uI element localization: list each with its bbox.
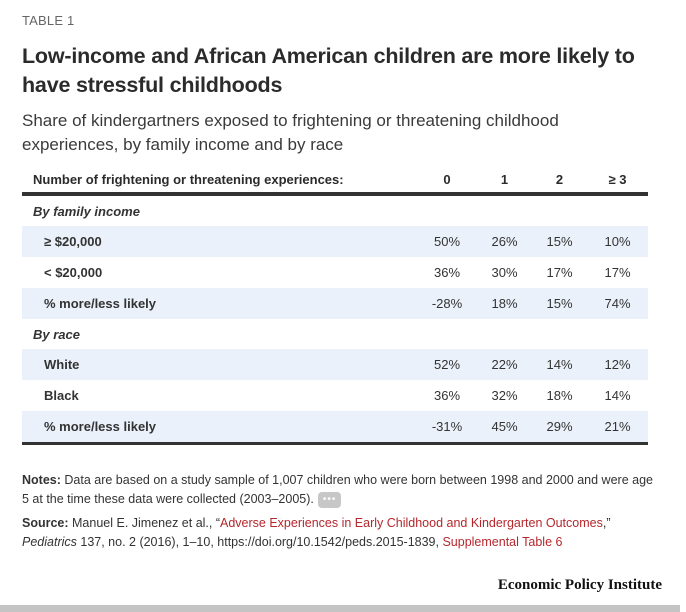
section-row-race: By race — [22, 319, 648, 349]
cell: 21% — [587, 411, 648, 445]
cell: -28% — [417, 288, 477, 319]
cell: 36% — [433, 388, 461, 403]
column-header: 1 — [477, 166, 532, 196]
notes-text: Data are based on a study sample of 1,00… — [22, 473, 653, 506]
row-label: % more/less likely — [22, 288, 417, 319]
article-link[interactable]: Adverse Experiences in Early Childhood a… — [220, 516, 603, 530]
journal-name: Pediatrics — [22, 535, 77, 549]
bottom-divider — [0, 605, 680, 612]
table-row: % more/less likely -31% 45% 29% 21% — [22, 411, 648, 445]
cell: 12% — [587, 349, 648, 380]
cell: 29% — [532, 411, 587, 445]
section-row-income: By family income — [22, 194, 648, 226]
cell: 22% — [477, 349, 532, 380]
data-table: Number of frightening or threatening exp… — [22, 166, 648, 445]
cell: 45% — [477, 411, 532, 445]
cell: 32% — [491, 388, 518, 403]
supplement-link[interactable]: Supplemental Table 6 — [442, 535, 563, 549]
cell: 14% — [604, 388, 631, 403]
brand-logo: Economic Policy Institute — [497, 577, 662, 593]
cell: 18% — [477, 288, 532, 319]
source-authors: Manuel E. Jimenez et al., “ — [68, 516, 220, 530]
cell: 18% — [546, 388, 573, 403]
table-row: Black 36% 32% 18% 14% — [22, 380, 648, 411]
page-title: Low-income and African American children… — [22, 44, 635, 97]
section-title: By family income — [33, 203, 140, 219]
cell: 74% — [587, 288, 648, 319]
table-row: % more/less likely -28% 18% 15% 74% — [22, 288, 648, 319]
cell: 17% — [546, 265, 573, 280]
cell: 50% — [417, 226, 477, 257]
section-title: By race — [33, 326, 80, 342]
column-header: ≥ 3 — [587, 166, 648, 196]
row-label: White — [22, 349, 417, 380]
more-notes-button[interactable]: ••• — [317, 491, 342, 508]
cell: 30% — [491, 265, 518, 280]
source: Source: Manuel E. Jimenez et al., “Adver… — [22, 514, 662, 552]
row-label: < $20,000 — [44, 265, 103, 280]
notes-label: Notes: — [22, 473, 61, 487]
header-label: Number of frightening or threatening exp… — [22, 166, 417, 196]
row-label: ≥ $20,000 — [22, 226, 417, 257]
source-citation: 137, no. 2 (2016), 1–10, https://doi.org… — [76, 535, 443, 549]
cell: 26% — [477, 226, 532, 257]
source-after-link: ,” — [602, 516, 611, 530]
row-label: % more/less likely — [22, 411, 417, 445]
cell: 10% — [587, 226, 648, 257]
column-header: 2 — [532, 166, 587, 196]
table-row: ≥ $20,000 50% 26% 15% 10% — [22, 226, 648, 257]
cell: 15% — [532, 288, 587, 319]
cell: 36% — [433, 265, 461, 280]
column-header: 0 — [417, 166, 477, 196]
cell: 15% — [532, 226, 587, 257]
row-label: Black — [44, 388, 79, 403]
cell: 52% — [417, 349, 477, 380]
notes: Notes: Data are based on a study sample … — [22, 471, 662, 509]
table-row: < $20,000 36% 30% 17% 17% — [22, 257, 648, 288]
source-label: Source: — [22, 516, 69, 530]
cell: 14% — [532, 349, 587, 380]
subtitle: Share of kindergartners exposed to frigh… — [22, 111, 559, 154]
table-row: White 52% 22% 14% 12% — [22, 349, 648, 380]
table-label: TABLE 1 — [22, 13, 75, 28]
table-header-row: Number of frightening or threatening exp… — [22, 166, 648, 196]
cell: -31% — [417, 411, 477, 445]
cell: 17% — [604, 265, 631, 280]
